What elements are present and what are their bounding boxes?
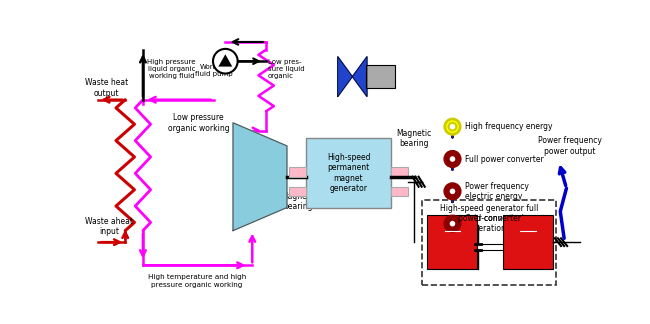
Text: High-speed generator full
power converter: High-speed generator full power converte… [440, 204, 538, 223]
Text: Waste heat
output: Waste heat output [85, 78, 129, 98]
Bar [427, 215, 477, 269]
Bar [289, 187, 306, 196]
Text: Magnetic
bearing: Magnetic bearing [396, 129, 432, 148]
Circle shape [448, 220, 456, 227]
Circle shape [445, 184, 460, 199]
Text: High frequency energy: High frequency energy [465, 122, 552, 131]
Circle shape [448, 188, 456, 195]
Text: Magnetic
bearing: Magnetic bearing [281, 192, 316, 211]
Text: High-speed
permanent
magnet
generator: High-speed permanent magnet generator [327, 153, 370, 193]
Bar [391, 187, 408, 196]
Bar [306, 138, 391, 207]
Text: Full power converter: Full power converter [465, 155, 543, 164]
FancyBboxPatch shape [422, 200, 556, 284]
Polygon shape [218, 54, 232, 67]
Text: Power frequency
electric energy: Power frequency electric energy [465, 182, 528, 201]
Bar [502, 215, 552, 269]
Circle shape [445, 119, 460, 134]
Polygon shape [233, 123, 287, 231]
Bar [391, 168, 408, 177]
Text: Power frequency
power output: Power frequency power output [538, 136, 601, 156]
Circle shape [448, 123, 456, 131]
Text: Waste aheat
input: Waste aheat input [85, 217, 133, 237]
Text: High temperature and high
pressure organic working: High temperature and high pressure organ… [148, 274, 246, 287]
Circle shape [445, 216, 460, 231]
Circle shape [448, 155, 456, 163]
Text: Low pres-
sure liquid
organic: Low pres- sure liquid organic [268, 59, 304, 79]
Bar [289, 168, 306, 177]
Text: High pressure
liquid organic
working fluid: High pressure liquid organic working flu… [147, 59, 196, 79]
Text: Low pressure
organic working: Low pressure organic working [168, 113, 229, 133]
Bar [366, 65, 395, 88]
Circle shape [445, 151, 460, 167]
Text: Working
fluid pump: Working fluid pump [195, 64, 233, 76]
Polygon shape [338, 57, 367, 97]
Text: Grid-connected power
generation: Grid-connected power generation [465, 214, 550, 233]
Circle shape [213, 49, 238, 74]
